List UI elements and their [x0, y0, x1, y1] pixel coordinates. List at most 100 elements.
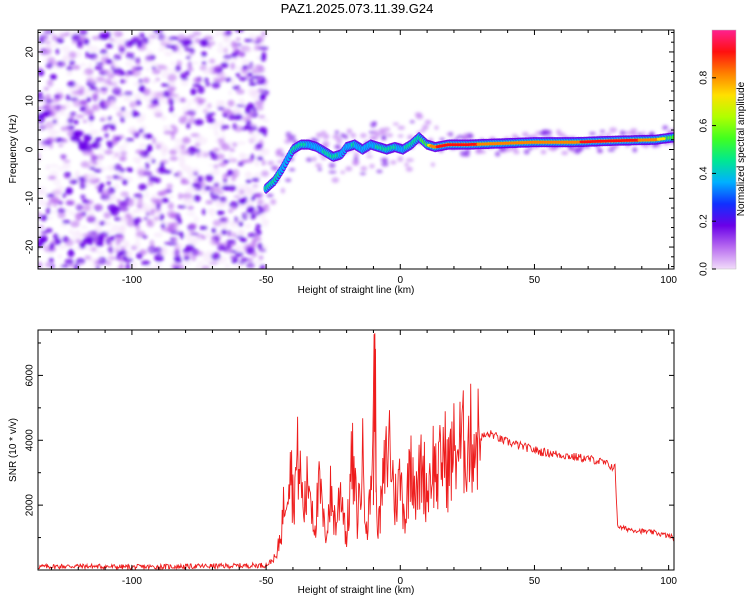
noise-speckle — [152, 98, 159, 105]
noise-speckle — [150, 91, 159, 96]
noise-speckle — [220, 143, 231, 151]
noise-speckle — [120, 116, 125, 123]
noise-speckle — [238, 98, 244, 103]
noise-speckle — [142, 77, 150, 84]
noise-speckle — [239, 204, 246, 209]
noise-speckle — [124, 266, 132, 269]
noise-speckle — [136, 41, 143, 48]
noise-speckle — [199, 39, 209, 47]
noise-speckle — [153, 232, 163, 238]
noise-speckle — [90, 263, 98, 269]
noise-speckle — [38, 91, 43, 97]
noise-speckle — [144, 190, 150, 199]
noise-speckle — [139, 143, 147, 148]
noise-speckle — [61, 154, 66, 161]
noise-speckle — [112, 58, 118, 66]
noise-speckle — [211, 227, 217, 234]
noise-speckle — [182, 199, 188, 207]
noise-speckle — [57, 208, 66, 213]
noise-speckle — [80, 194, 86, 200]
noise-speckle — [251, 240, 257, 248]
noise-speckle — [38, 200, 48, 207]
ridge-halo-speckle — [380, 158, 389, 162]
noise-speckle — [227, 220, 236, 225]
noise-speckle — [50, 264, 55, 269]
ridge-halo-speckle — [404, 162, 409, 167]
noise-speckle — [76, 40, 83, 48]
noise-speckle — [239, 237, 247, 243]
noise-speckle — [58, 244, 68, 250]
noise-speckle — [196, 104, 201, 109]
noise-speckle — [110, 206, 120, 211]
snr-series — [38, 333, 674, 570]
noise-speckle — [174, 243, 184, 249]
noise-speckle — [76, 138, 82, 145]
noise-speckle — [205, 113, 213, 119]
noise-speckle — [38, 153, 42, 162]
noise-speckle — [219, 217, 227, 222]
noise-speckle — [45, 216, 54, 220]
noise-speckle — [120, 150, 128, 156]
noise-speckle — [248, 139, 258, 143]
noise-speckle — [139, 32, 145, 38]
noise-speckle — [160, 83, 170, 87]
y-tick-label: 2000 — [25, 494, 36, 517]
ridge-halo-speckle — [353, 152, 359, 158]
ridge-core-blob — [671, 135, 674, 140]
noise-speckle — [110, 156, 117, 160]
chart-title: PAZ1.2025.073.11.39.G24 — [281, 1, 434, 16]
noise-speckle — [228, 185, 237, 192]
noise-speckle — [81, 199, 90, 204]
noise-speckle — [166, 183, 173, 190]
noise-speckle — [186, 210, 196, 217]
noise-speckle — [81, 180, 92, 187]
noise-speckle — [86, 215, 95, 223]
ridge-halo-speckle — [322, 133, 330, 140]
noise-speckle — [99, 182, 105, 189]
noise-speckle — [120, 107, 126, 112]
noise-speckle — [88, 119, 94, 128]
noise-speckle — [208, 261, 219, 265]
noise-speckle — [74, 212, 84, 220]
noise-speckle — [197, 85, 205, 94]
noise-speckle — [38, 188, 44, 196]
noise-speckle — [244, 110, 251, 115]
ridge-halo-speckle — [369, 135, 376, 141]
noise-speckle — [254, 192, 264, 198]
ridge-halo-speckle — [540, 149, 547, 155]
noise-speckle — [225, 43, 231, 48]
ridge-halo-speckle — [266, 193, 274, 198]
noise-speckle — [165, 44, 176, 49]
noise-speckle — [244, 214, 253, 218]
noise-speckle — [47, 57, 56, 64]
noise-speckle — [192, 83, 202, 87]
noise-speckle — [253, 186, 258, 192]
colorbar-tick-label: 0.8 — [699, 70, 710, 84]
ridge-halo-speckle — [334, 130, 340, 135]
noise-speckle — [113, 163, 122, 171]
noise-speckle — [64, 258, 75, 265]
noise-speckle — [127, 168, 134, 173]
noise-speckle — [179, 264, 185, 269]
noise-speckle — [57, 211, 66, 219]
noise-speckle — [217, 106, 225, 110]
noise-speckle — [182, 136, 191, 144]
noise-speckle — [163, 125, 170, 130]
noise-speckle — [248, 122, 257, 127]
noise-speckle — [225, 77, 232, 82]
ridge-halo-speckle — [359, 172, 366, 176]
noise-speckle — [254, 45, 262, 51]
ridge-halo-speckle — [419, 129, 426, 133]
noise-speckle — [258, 115, 266, 119]
noise-speckle — [155, 144, 162, 150]
noise-speckle — [238, 51, 246, 58]
noise-speckle — [236, 187, 241, 196]
noise-speckle — [95, 62, 104, 66]
noise-speckle — [151, 158, 156, 164]
noise-speckle — [233, 195, 241, 199]
noise-speckle — [108, 85, 113, 91]
noise-speckle — [89, 129, 99, 136]
noise-speckle — [237, 230, 245, 237]
noise-speckle — [121, 206, 128, 213]
noise-speckle — [104, 132, 109, 138]
